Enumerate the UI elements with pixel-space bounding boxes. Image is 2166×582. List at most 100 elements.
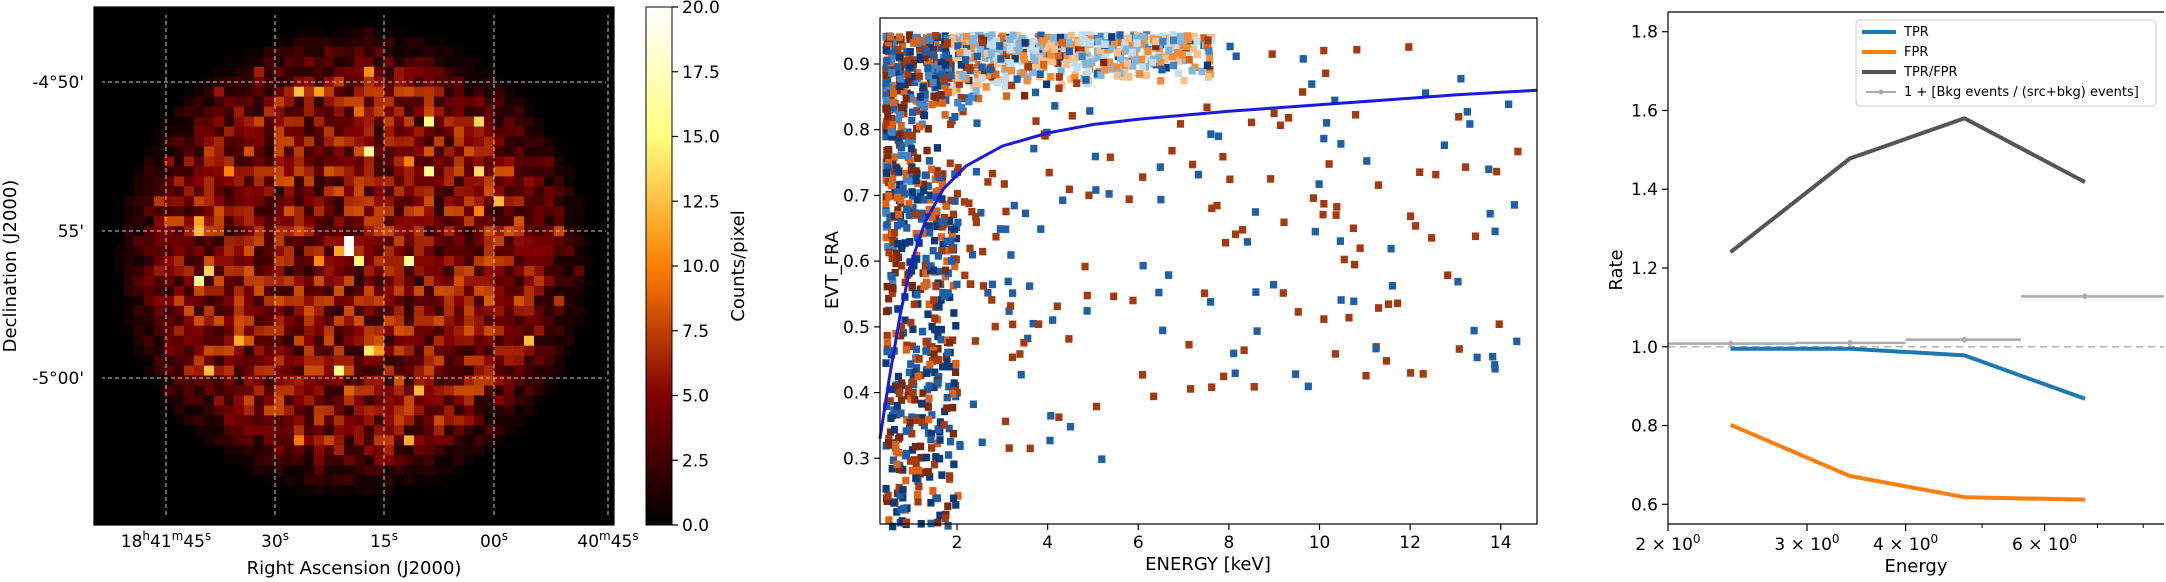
sky-pixel xyxy=(124,275,135,287)
ra-tick-part: 40 xyxy=(577,532,599,552)
sky-pixel xyxy=(354,335,365,346)
sky-pixel xyxy=(264,445,275,456)
sky-pixel xyxy=(414,425,425,436)
sky-pixel xyxy=(254,375,265,386)
sky-pixel xyxy=(444,425,455,436)
sky-pixel xyxy=(524,146,535,157)
scatter-point xyxy=(947,437,955,446)
sky-pixel xyxy=(374,46,385,58)
sky-pixel xyxy=(394,46,405,58)
scatter-point xyxy=(887,58,895,67)
sky-pixel xyxy=(374,156,385,167)
sky-pixel xyxy=(204,96,215,107)
scatter-point xyxy=(931,368,939,377)
sky-pixel xyxy=(404,46,415,58)
scatter-point xyxy=(1021,91,1029,100)
sky-pixel xyxy=(274,375,285,386)
sky-pixel xyxy=(294,206,305,217)
scatter-point xyxy=(1363,157,1371,165)
sky-pixel xyxy=(164,385,175,396)
sky-pixel xyxy=(364,455,375,466)
scatter-point xyxy=(922,453,931,462)
scatter-point xyxy=(908,131,916,140)
sky-pixel xyxy=(334,206,345,217)
sky-pixel xyxy=(154,126,165,137)
sky-pixel xyxy=(414,435,425,446)
sky-pixel xyxy=(474,236,485,247)
scatter-point xyxy=(953,85,961,93)
energy-tick-label: 10 xyxy=(1309,533,1331,553)
scatter-point xyxy=(1074,38,1083,47)
ra-tick-part: 45 xyxy=(183,532,205,552)
sky-pixel xyxy=(224,305,235,317)
sky-pixel xyxy=(564,295,575,307)
scatter-point xyxy=(1325,160,1333,168)
sky-pixel xyxy=(374,315,385,327)
scatter-point xyxy=(1486,209,1494,218)
scatter-point xyxy=(902,132,910,140)
scatter-point xyxy=(917,209,926,218)
scatter-point xyxy=(883,347,891,356)
sky-pixel xyxy=(494,206,505,217)
sky-pixel xyxy=(234,375,245,386)
sky-pixel xyxy=(494,226,505,237)
sky-pixel xyxy=(194,116,205,127)
sky-pixel xyxy=(304,236,315,247)
scatter-point xyxy=(1026,444,1034,453)
sky-pixel xyxy=(394,246,405,257)
sky-pixel xyxy=(484,285,495,297)
sky-pixel xyxy=(294,36,305,48)
sky-pixel xyxy=(394,216,405,227)
sky-pixel xyxy=(164,285,175,297)
sky-pixel xyxy=(384,116,395,127)
scatter-point xyxy=(1174,57,1182,65)
sky-pixel xyxy=(164,216,175,227)
sky-pixel xyxy=(394,405,405,416)
legend-label: TPR/FPR xyxy=(1903,65,1958,80)
sky-pixel xyxy=(224,136,235,147)
sky-pixel xyxy=(234,295,245,307)
sky-pixel xyxy=(474,116,485,127)
sky-pixel xyxy=(274,156,285,167)
scatter-point xyxy=(907,360,915,368)
scatter-point xyxy=(945,382,953,391)
sky-pixel xyxy=(474,96,485,107)
sky-pixel xyxy=(334,455,345,466)
sky-pixel xyxy=(354,236,365,247)
scatter-point xyxy=(924,72,932,80)
sky-pixel xyxy=(294,345,305,356)
sky-pixel xyxy=(334,116,345,127)
sky-pixel xyxy=(464,106,475,117)
sky-pixel xyxy=(514,335,525,346)
sky-pixel xyxy=(344,116,355,127)
sky-pixel xyxy=(264,275,275,287)
sky-pixel xyxy=(334,315,345,327)
sky-pixel xyxy=(294,385,305,396)
sky-pixel xyxy=(524,216,535,227)
scatter-point xyxy=(1165,46,1173,55)
sky-pixel xyxy=(254,86,265,97)
sky-pixel xyxy=(514,216,525,227)
sky-pixel xyxy=(474,385,485,396)
scatter-point xyxy=(896,70,904,79)
sky-pixel xyxy=(274,415,285,426)
sky-pixel xyxy=(454,375,465,386)
sky-pixel xyxy=(204,246,215,257)
scatter-point xyxy=(998,49,1006,58)
scatter-point xyxy=(1432,170,1440,179)
sky-pixel xyxy=(484,186,495,197)
scatter-point xyxy=(1412,222,1420,230)
sky-pixel xyxy=(464,216,475,227)
sky-pixel xyxy=(574,305,585,317)
ra-tick-part: 15 xyxy=(370,532,392,552)
sky-pixel xyxy=(394,285,405,297)
sky-pixel xyxy=(494,246,505,257)
scatter-point xyxy=(884,38,892,46)
rate-y-tick-label: 0.6 xyxy=(1631,495,1658,515)
scatter-point xyxy=(1125,41,1134,49)
scatter-point xyxy=(931,70,939,78)
sky-pixel xyxy=(264,86,275,97)
sky-pixel xyxy=(334,325,345,337)
sky-pixel xyxy=(424,216,435,227)
scatter-point xyxy=(1015,42,1023,51)
